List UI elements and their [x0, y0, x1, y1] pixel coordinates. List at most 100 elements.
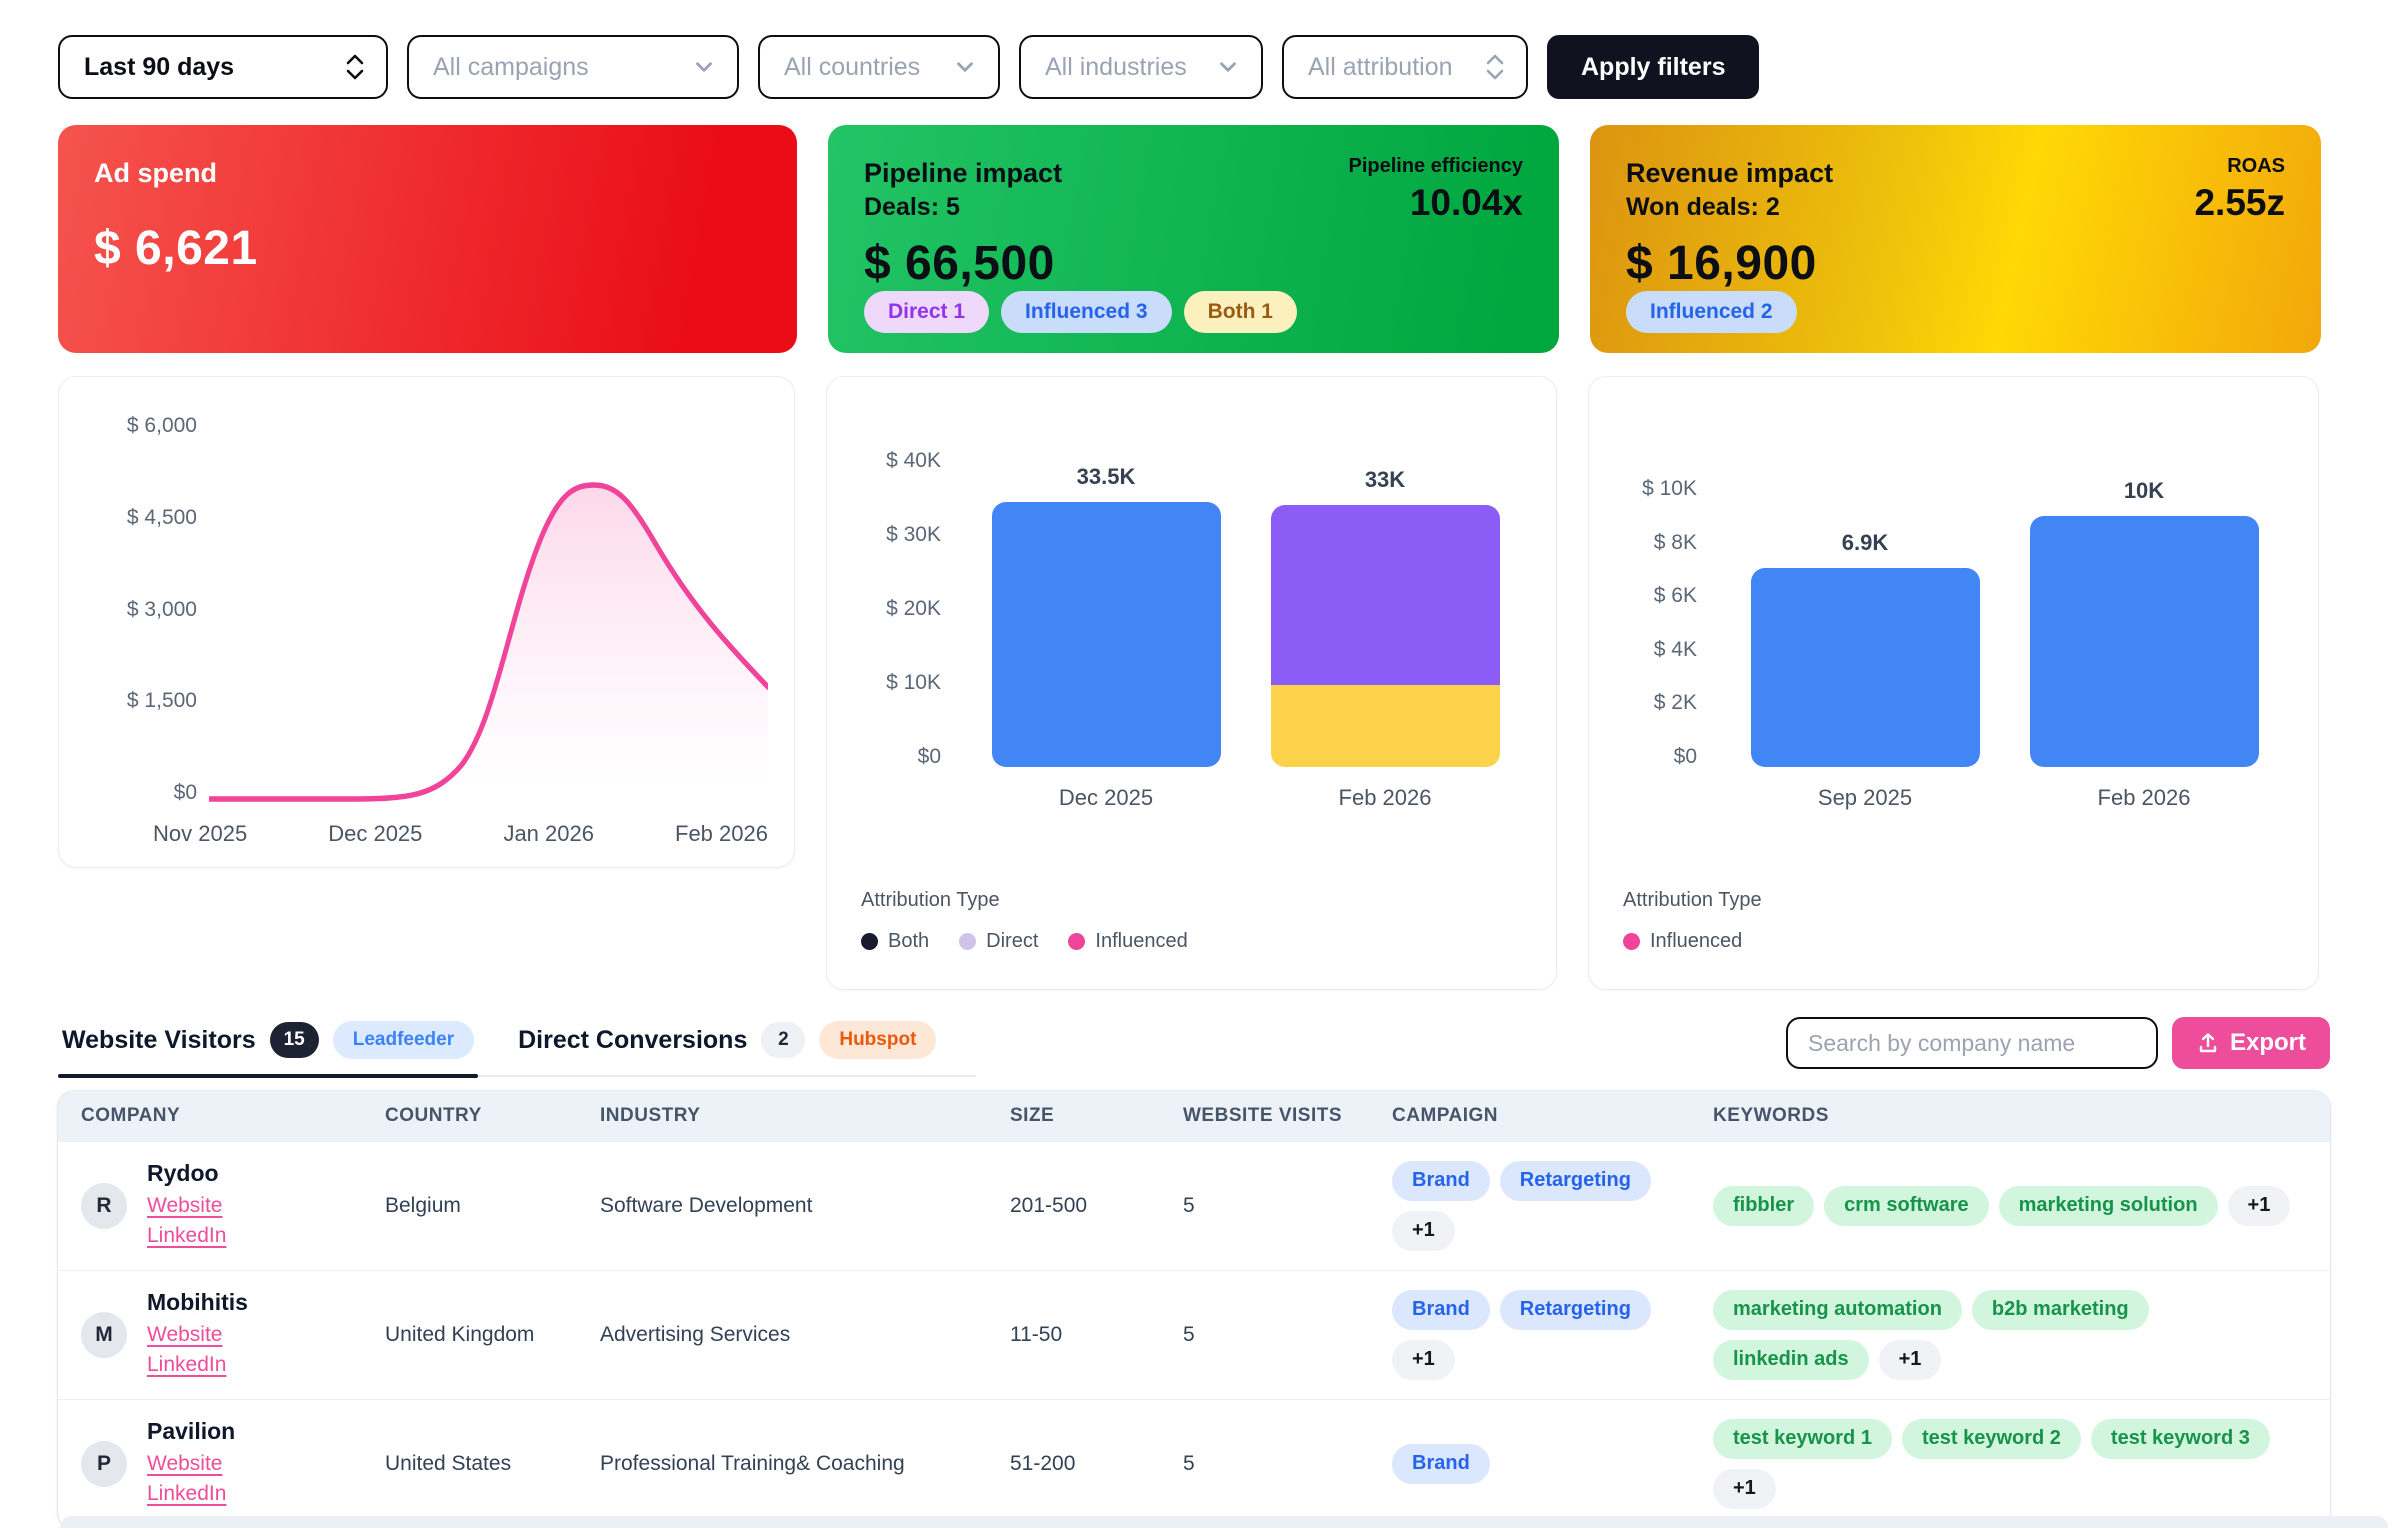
- ytick: $0: [173, 781, 197, 804]
- revenue-badges: Influenced 2: [1626, 291, 2285, 334]
- revenue-plot: 6.9K 10K: [1717, 478, 2292, 767]
- pipeline-badges: Direct 1 Influenced 3 Both 1: [864, 291, 1523, 334]
- ytick: $ 10K: [886, 671, 941, 694]
- more-tag[interactable]: +1: [1392, 1210, 1455, 1251]
- table-row[interactable]: M Mobihitis Website LinkedIn United King…: [58, 1269, 2330, 1399]
- chevron-down-icon: [691, 54, 717, 80]
- ad-spend-plot: [209, 415, 768, 803]
- bar-feb-2026[interactable]: 33K: [1270, 450, 1500, 767]
- tab-direct-conversions[interactable]: Direct Conversions 2 Hubspot: [514, 1021, 976, 1075]
- badge-influenced: Influenced 3: [1001, 291, 1172, 334]
- pipeline-value: $ 66,500: [864, 237, 1055, 291]
- pipeline-efficiency-value: 10.04x: [1409, 182, 1523, 223]
- more-tag[interactable]: +1: [2227, 1185, 2291, 1226]
- bar-feb-2026[interactable]: 10K: [2029, 478, 2259, 767]
- countries-select[interactable]: All countries: [758, 35, 1000, 99]
- ytick: $ 4,500: [126, 505, 197, 529]
- pipeline-chart: $ 40K $ 30K $ 20K $ 10K $0 33.5K: [861, 450, 1530, 767]
- keyword-tag[interactable]: b2b marketing: [1971, 1289, 2149, 1330]
- ad-spend-card: Ad spend $ 6,621: [58, 125, 797, 353]
- keyword-tag[interactable]: marketing automation: [1713, 1289, 1962, 1330]
- keyword-tag[interactable]: crm software: [1824, 1185, 1989, 1226]
- bar-dec-2025[interactable]: 33.5K: [991, 450, 1221, 767]
- apply-filters-button[interactable]: Apply filters: [1547, 35, 1760, 99]
- bar-value-label: 33.5K: [1076, 464, 1136, 489]
- pipeline-deals: Deals: 5: [864, 193, 960, 222]
- col-industry: Industry: [600, 1105, 701, 1126]
- roas-label: ROAS: [2227, 155, 2285, 177]
- attribution-select[interactable]: All attribution: [1282, 35, 1528, 99]
- campaign-tag[interactable]: Brand: [1392, 1443, 1490, 1484]
- campaign-tag[interactable]: Brand: [1392, 1289, 1490, 1330]
- legend-dot: [1623, 933, 1640, 950]
- chevron-down-icon: [1215, 54, 1241, 80]
- bar-sep-2025[interactable]: 6.9K: [1750, 478, 1980, 767]
- industry-cell: Advertising Services: [600, 1322, 791, 1346]
- ytick: $ 3,000: [126, 597, 197, 621]
- website-link[interactable]: Website: [147, 1451, 223, 1475]
- website-link[interactable]: Website: [147, 1194, 223, 1217]
- export-button[interactable]: Export: [2171, 1017, 2330, 1069]
- more-tag[interactable]: +1: [1713, 1468, 1776, 1509]
- keywords-cell: fibbler crm software marketing solution …: [1713, 1185, 2330, 1226]
- tab-website-visitors[interactable]: Website Visitors 15 Leadfeeder: [58, 1021, 514, 1078]
- revenue-impact-card: Revenue impact Won deals: 2 $ 16,900 ROA…: [1590, 125, 2321, 353]
- keywords-cell: marketing automation b2b marketing linke…: [1713, 1289, 2330, 1380]
- campaign-tag[interactable]: Retargeting: [1499, 1160, 1651, 1201]
- avatar: M: [81, 1311, 127, 1358]
- campaign-tag[interactable]: Retargeting: [1499, 1289, 1651, 1330]
- visitors-count-badge: 15: [269, 1022, 319, 1058]
- linkedin-link[interactable]: LinkedIn: [147, 1224, 227, 1248]
- pipeline-efficiency-label: Pipeline efficiency: [1348, 155, 1523, 177]
- linkedin-link[interactable]: LinkedIn: [147, 1353, 227, 1377]
- filter-bar: Last 90 days All campaigns All countries…: [58, 35, 2330, 99]
- keyword-tag[interactable]: marketing solution: [1998, 1185, 2218, 1226]
- industry-cell: Software Development: [600, 1193, 813, 1217]
- date-range-value: Last 90 days: [84, 52, 235, 81]
- keyword-tag[interactable]: test keyword 1: [1713, 1418, 1892, 1459]
- badge-influenced: Influenced 2: [1626, 291, 1797, 334]
- bar-segment-blue: [2029, 516, 2259, 767]
- search-input[interactable]: [1785, 1017, 2158, 1069]
- more-tag[interactable]: +1: [1878, 1339, 1942, 1380]
- ad-spend-chart-card: $ 6,000 $ 4,500 $ 3,000 $ 1,500 $0: [58, 376, 795, 868]
- ytick: $ 4K: [1653, 637, 1697, 661]
- legend-item-influenced: Influenced: [1623, 930, 1742, 953]
- keyword-tag[interactable]: test keyword 3: [2090, 1418, 2270, 1459]
- hubspot-badge: Hubspot: [819, 1021, 937, 1059]
- updown-chevron-icon: [344, 52, 366, 82]
- bar-segment-yellow: [1270, 685, 1500, 767]
- chevron-down-icon: [952, 54, 978, 80]
- company-name: Mobihitis: [147, 1288, 248, 1315]
- keyword-tag[interactable]: fibbler: [1713, 1185, 1815, 1226]
- country-cell: United Kingdom: [385, 1322, 535, 1346]
- xtick: Feb 2026: [675, 821, 768, 846]
- more-tag[interactable]: +1: [1392, 1339, 1455, 1380]
- legend-title: Attribution Type: [861, 889, 1000, 911]
- conversions-count-badge: 2: [761, 1022, 806, 1058]
- keyword-tag[interactable]: linkedin ads: [1713, 1339, 1869, 1380]
- table-row[interactable]: P Pavilion Website LinkedIn United State…: [58, 1398, 2330, 1528]
- avatar: P: [81, 1440, 127, 1487]
- table-row[interactable]: R Rydoo Website LinkedIn Belgium Softwar…: [58, 1141, 2330, 1270]
- export-icon: [2196, 1031, 2220, 1055]
- ytick: $ 40K: [886, 449, 941, 472]
- campaign-tag[interactable]: Brand: [1392, 1160, 1490, 1201]
- pipeline-title: Pipeline impact: [864, 158, 1063, 188]
- updown-chevron-icon: [1484, 52, 1506, 82]
- visits-cell: 5: [1183, 1451, 1195, 1475]
- industry-cell: Professional Training& Coaching: [600, 1451, 905, 1475]
- table-tabs: Website Visitors 15 Leadfeeder Direct Co…: [58, 1021, 977, 1078]
- legend-item-both: Both: [861, 930, 929, 953]
- date-range-select[interactable]: Last 90 days: [58, 35, 388, 99]
- industries-select[interactable]: All industries: [1019, 35, 1263, 99]
- linkedin-link[interactable]: LinkedIn: [147, 1482, 227, 1506]
- ad-spend-chart-yaxis: $ 6,000 $ 4,500 $ 3,000 $ 1,500 $0: [93, 415, 197, 803]
- size-cell: 11-50: [1010, 1322, 1063, 1346]
- keyword-tag[interactable]: test keyword 2: [1901, 1418, 2081, 1459]
- website-link[interactable]: Website: [147, 1322, 223, 1346]
- pipeline-chart-card: $ 40K $ 30K $ 20K $ 10K $0 33.5K: [826, 376, 1557, 990]
- bar-segment-blue: [991, 502, 1221, 767]
- campaigns-select[interactable]: All campaigns: [407, 35, 739, 99]
